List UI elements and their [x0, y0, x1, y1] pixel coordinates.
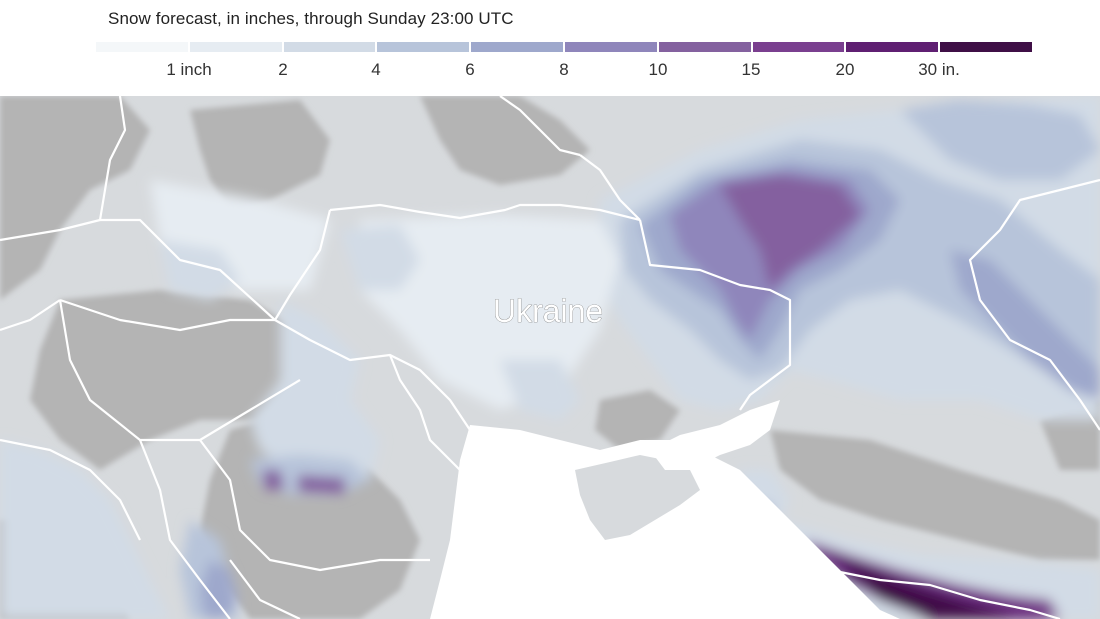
- snow-contour-6: [900, 100, 1100, 180]
- border-ukraine-belarus: [329, 203, 641, 222]
- legend-swatch-5: [564, 42, 657, 52]
- snow-contour-4: [720, 175, 860, 290]
- border-croatia: [0, 438, 141, 541]
- border-russia-east: [968, 178, 1100, 431]
- border-czech: [0, 218, 101, 242]
- legend-label-8: 20: [835, 60, 855, 79]
- legend-swatch-9: [940, 42, 1032, 52]
- legend-label-2: 2: [278, 60, 288, 79]
- legend-label-7: 15: [741, 60, 761, 79]
- dry-area-north: [420, 96, 590, 185]
- border-poland: [100, 218, 276, 321]
- snow-contour-10: [298, 475, 345, 494]
- legend-swatch-7: [752, 42, 845, 52]
- dry-area-west: [0, 96, 150, 300]
- black-sea: [430, 425, 900, 619]
- dry-area-northwest: [190, 100, 330, 210]
- country-label-ukraine: Ukraine: [493, 293, 603, 329]
- border-ukraine-russia: [638, 219, 792, 411]
- legend-label-4: 6: [465, 60, 475, 79]
- legend-label-3: 4: [371, 60, 381, 79]
- snow-contour-25: [160, 240, 240, 300]
- dry-area-central: [30, 290, 300, 470]
- snow-contours: [0, 96, 1100, 619]
- snow-contour-23: [500, 360, 580, 420]
- snow-contour-5: [950, 250, 1100, 400]
- border-ukraine-poland: [274, 209, 332, 321]
- legend-swatch-3: [377, 42, 470, 52]
- snow-contour-9: [262, 470, 285, 490]
- legend-swatch-0: [96, 42, 188, 52]
- legend-swatch-4: [471, 42, 563, 52]
- dry-area-south-russia: [770, 430, 1100, 560]
- legend-swatch-6: [658, 42, 751, 52]
- snow-contour-18: [0, 440, 170, 619]
- legend-swatch-8: [846, 42, 939, 52]
- border-romania-south: [199, 439, 430, 572]
- header: Snow forecast, in inches, through Sunday…: [0, 0, 1100, 96]
- legend-label-1: 1 inch: [166, 60, 212, 79]
- legend-swatch-1: [189, 42, 282, 52]
- sea-of-azov: [650, 400, 780, 470]
- border-belarus-north: [499, 96, 581, 157]
- border-bulgaria: [229, 559, 301, 619]
- legend-label-5: 8: [559, 60, 569, 79]
- border-moldova-romania: [388, 354, 461, 471]
- dry-area-donbas: [595, 390, 680, 450]
- border-russia-belarus: [579, 154, 641, 221]
- legend-label-9: 30 in.: [918, 60, 960, 79]
- snow-contour-20: [200, 560, 238, 619]
- snow-contour-7: [250, 300, 380, 490]
- snow-contour-24: [340, 225, 420, 290]
- border-slovakia: [59, 298, 275, 332]
- legend-labels: 1 inch 2 4 6 8 10 15 20 30 in.: [96, 60, 1032, 80]
- border-north-west: [98, 96, 127, 221]
- snow-contour-15: [805, 540, 1060, 619]
- legend-swatch-2: [283, 42, 376, 52]
- legend-label-6: 10: [648, 60, 668, 79]
- snow-forecast-map[interactable]: Ukraine: [0, 96, 1100, 619]
- legend-color-bar: [96, 42, 1032, 54]
- country-borders: [0, 96, 1100, 619]
- border-georgia: [829, 568, 1061, 619]
- border-serbia: [138, 439, 231, 619]
- snow-contour-17: [840, 560, 1010, 619]
- border-austria: [0, 299, 61, 332]
- chart-title: Snow forecast, in inches, through Sunday…: [108, 9, 514, 28]
- map-svg: Ukraine: [0, 96, 1100, 619]
- crimea-peninsula: [575, 455, 700, 540]
